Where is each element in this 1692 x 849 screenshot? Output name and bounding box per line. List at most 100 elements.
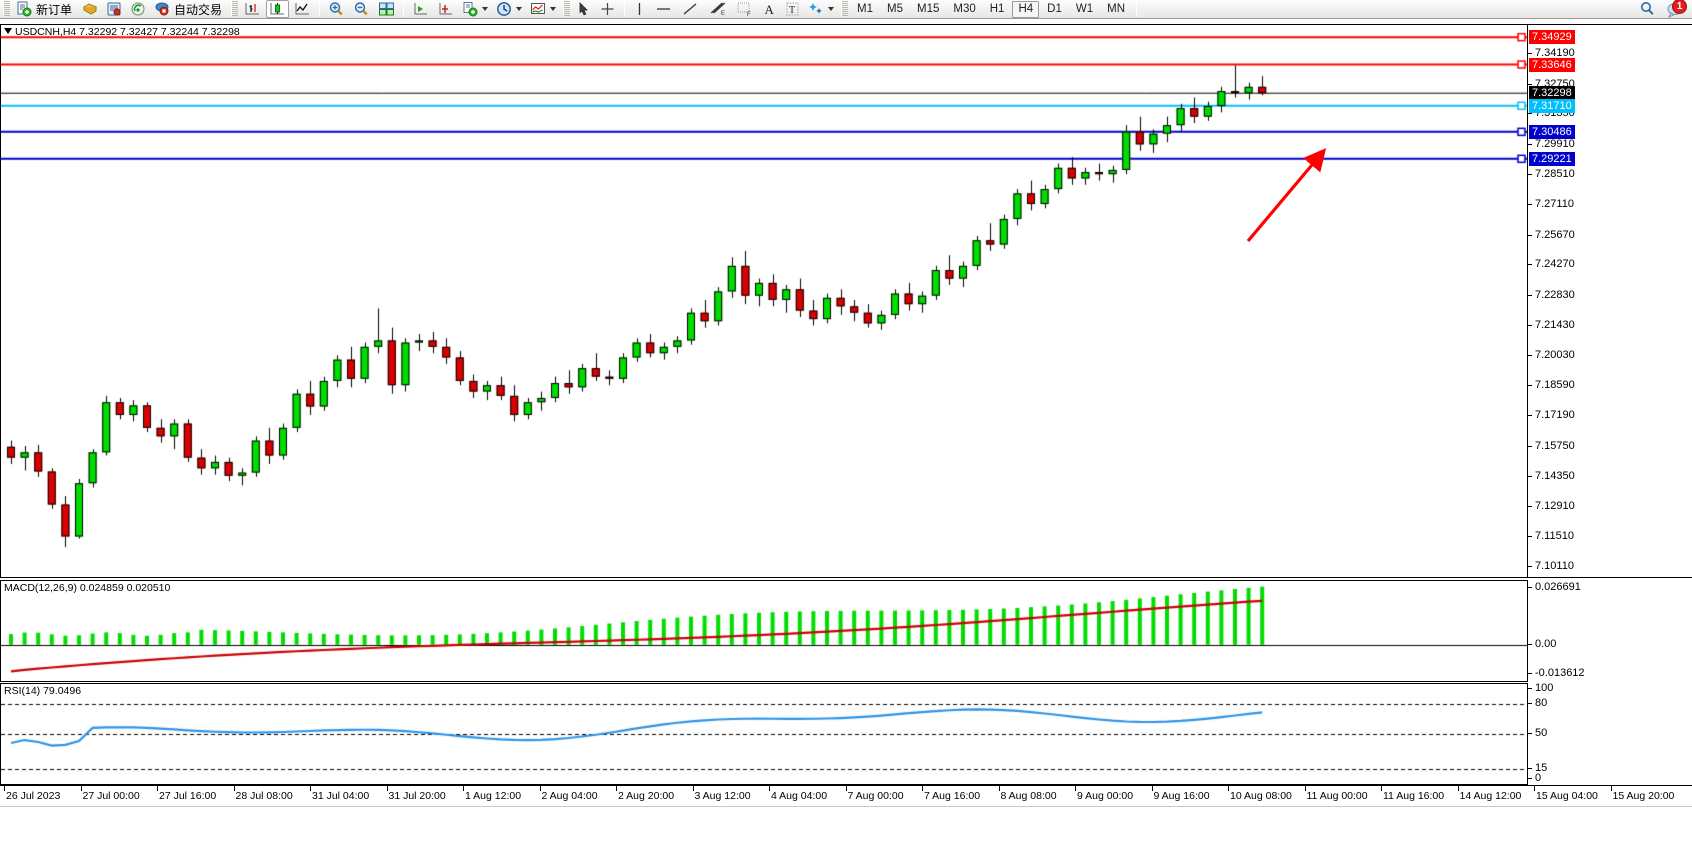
price-axis[interactable]: 7.34190 7.32750 7.31350 7.29910 7.28510 7.271…	[1528, 24, 1692, 578]
toolbar-grip-2[interactable]	[231, 1, 239, 17]
toolbar-grip[interactable]	[3, 1, 10, 17]
price-chip-resistance[interactable]: 7.33646	[1529, 57, 1575, 72]
price-tick: 7.15750	[1528, 440, 1575, 452]
horizontal-line-button[interactable]	[651, 0, 676, 18]
time-label: 14 Aug 12:00	[1459, 790, 1522, 802]
candlestick-chart-button[interactable]	[266, 0, 290, 18]
price-tick: 7.22830	[1528, 290, 1575, 301]
toolbar-separator-1	[319, 1, 321, 17]
shift-start-button[interactable]	[409, 0, 432, 18]
price-canvas[interactable]	[1, 25, 1527, 577]
period-caret-icon[interactable]	[516, 7, 523, 11]
rsi-pane[interactable]: RSI(14) 79.0496	[0, 683, 1528, 785]
price-tick: 7.20030	[1528, 349, 1575, 361]
price-tick: 7.11510	[1528, 531, 1574, 542]
zoom-in-icon	[329, 2, 343, 16]
magnifier-button[interactable]	[1636, 0, 1659, 18]
price-tick: 7.28510	[1528, 168, 1575, 180]
time-tick	[1381, 786, 1382, 791]
template-icon	[463, 2, 478, 17]
macd-title: MACD(12,26,9) 0.024859 0.020510	[4, 582, 171, 594]
autotrading-icon	[155, 2, 169, 16]
period-icon	[497, 2, 511, 16]
price-chip-support[interactable]: 7.29221	[1529, 151, 1575, 166]
shift-end-icon	[439, 3, 453, 15]
text-button[interactable]: A	[759, 0, 780, 18]
rsi-tick: 50	[1528, 728, 1547, 739]
time-label: 10 Aug 08:00	[1230, 790, 1292, 802]
alert-button[interactable]: 1	[1666, 0, 1687, 18]
price-tick: 7.25670	[1528, 229, 1575, 241]
auto-trading-button[interactable]: 自动交易	[151, 0, 227, 18]
rsi-canvas[interactable]	[1, 684, 1527, 784]
zoom-in-button[interactable]	[325, 0, 348, 18]
timeframe-m1[interactable]: M1	[857, 3, 874, 15]
svg-text:F: F	[747, 12, 751, 17]
time-tick	[1075, 786, 1076, 791]
rsi-axis[interactable]: 100 80 50 15 0	[1528, 683, 1692, 785]
terminal-button[interactable]	[103, 0, 125, 18]
bar-chart-button[interactable]	[241, 0, 264, 18]
signal-button[interactable]	[127, 0, 149, 18]
new-order-button[interactable]: 新订单	[13, 0, 77, 18]
time-tick	[1304, 786, 1306, 791]
time-tick	[998, 786, 1000, 791]
signal-icon	[131, 2, 145, 16]
price-chip-support[interactable]: 7.30486	[1529, 124, 1575, 139]
template-caret-icon[interactable]	[482, 7, 489, 11]
price-chip-level[interactable]: 7.31710	[1529, 98, 1575, 113]
price-chip-resistance[interactable]: 7.34929	[1529, 30, 1575, 45]
macd-axis[interactable]: 0.026691 0.00 -0.013612	[1528, 580, 1692, 682]
shapes-icon	[809, 3, 822, 14]
shift-end-button[interactable]	[434, 0, 457, 18]
time-tick	[1610, 786, 1612, 791]
timeframe-m30[interactable]: M30	[953, 3, 976, 15]
timeframe-m15[interactable]: M15	[917, 3, 940, 15]
time-tick	[310, 786, 311, 791]
time-label: 28 Jul 08:00	[235, 790, 293, 802]
tile-windows-button[interactable]	[375, 0, 398, 18]
toolbar-grip-4[interactable]	[841, 1, 849, 17]
shapes-button[interactable]	[805, 0, 837, 18]
indicator-caret-icon[interactable]	[550, 7, 557, 11]
time-label: 7 Aug 00:00	[847, 790, 904, 802]
period-button[interactable]	[493, 0, 525, 18]
timeframe-h1[interactable]: H1	[989, 3, 1005, 15]
fibo-button[interactable]: E	[705, 0, 730, 18]
time-tick	[616, 786, 617, 791]
fibo-fan-button[interactable]: F	[732, 0, 757, 18]
wallet-button[interactable]	[79, 0, 101, 18]
indicator-button[interactable]	[527, 0, 559, 18]
time-axis[interactable]: 26 Jul 2023 27 Jul 00:00 27 Jul 16:00 28 Ju…	[0, 785, 1692, 807]
zoom-out-button[interactable]	[350, 0, 373, 18]
fibo-icon: E	[710, 2, 726, 17]
price-pane[interactable]: USDCNH,H4 7.32292 7.32427 7.32244 7.3229…	[0, 24, 1528, 578]
timeframe-mn[interactable]: MN	[1107, 3, 1125, 15]
text-label-button[interactable]: T	[782, 0, 803, 18]
price-tick: 7.32750	[1528, 78, 1575, 90]
shapes-caret-icon[interactable]	[828, 7, 835, 11]
trendline-button[interactable]	[678, 0, 703, 18]
timeframe-m5[interactable]: M5	[887, 3, 903, 15]
macd-canvas[interactable]	[1, 581, 1527, 681]
time-label: 15 Aug 20:00	[1612, 790, 1675, 802]
crosshair-button[interactable]	[596, 0, 619, 18]
timeframe-d1[interactable]: D1	[1047, 3, 1062, 15]
price-chip-last-price[interactable]: 7.32298	[1529, 86, 1575, 101]
time-label: 26 Jul 2023	[6, 790, 61, 802]
rsi-tick: 80	[1528, 698, 1547, 709]
macd-pane[interactable]: MACD(12,26,9) 0.024859 0.020510	[0, 580, 1528, 682]
timeframe-h4[interactable]: H4	[1012, 0, 1040, 18]
toolbar-grip-3[interactable]	[563, 1, 571, 17]
cursor-button[interactable]	[573, 0, 594, 18]
template-button[interactable]	[459, 0, 491, 18]
collapse-arrow-icon[interactable]	[4, 28, 12, 34]
svg-text:A: A	[765, 2, 775, 17]
time-label: 1 Aug 12:00	[465, 790, 522, 802]
price-tick: 7.21430	[1528, 319, 1575, 331]
main-toolbar: 新订单 自动交易	[0, 0, 1692, 19]
timeframe-w1[interactable]: W1	[1075, 3, 1094, 15]
line-chart-button[interactable]	[291, 0, 314, 18]
vertical-line-button[interactable]	[630, 0, 649, 18]
text-icon: A	[765, 2, 775, 17]
